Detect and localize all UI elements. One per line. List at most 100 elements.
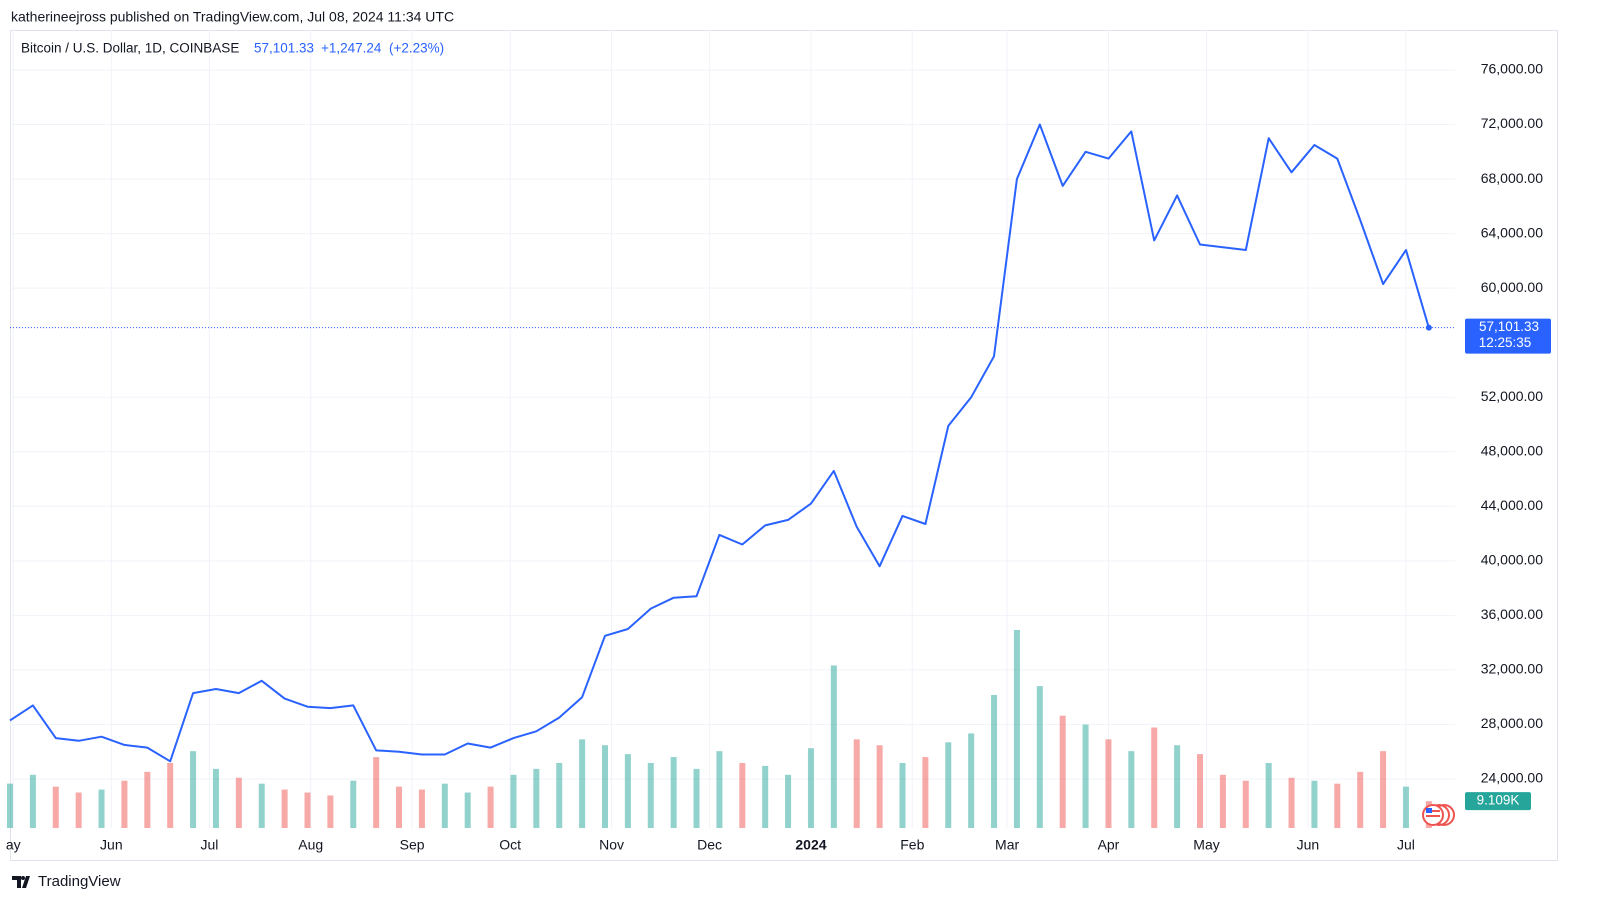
volume-bar: [785, 774, 792, 828]
y-tick-label: 72,000.00: [1481, 115, 1543, 131]
volume-bar: [304, 792, 311, 828]
volume-bar: [121, 780, 128, 828]
volume-bar: [876, 745, 883, 828]
countdown: 12:25:35: [1479, 335, 1532, 350]
x-tick-label: Feb: [900, 837, 924, 853]
volume-bar: [167, 762, 174, 828]
x-tick-label: ay: [6, 837, 21, 853]
volume-bar: [487, 786, 494, 828]
volume-bar: [1357, 771, 1364, 828]
x-tick-label: Sep: [400, 837, 425, 853]
last-point: [1425, 324, 1432, 331]
volume-bar: [98, 789, 105, 828]
change-pct: (+2.23%): [389, 41, 444, 56]
volume-bar: [75, 792, 82, 828]
chart-title: Bitcoin / U.S. Dollar, 1D, COINBASE: [21, 41, 239, 56]
price-tag: [1465, 318, 1551, 354]
volume-bar: [624, 754, 631, 828]
volume-bar: [1265, 762, 1272, 828]
x-tick-label: Mar: [995, 837, 1019, 853]
volume-bar: [1082, 724, 1089, 828]
volume-bar: [1380, 751, 1387, 828]
chart-frame: [10, 30, 1558, 861]
volume-bar: [1311, 780, 1318, 828]
y-tick-label: 48,000.00: [1481, 442, 1543, 458]
volume-bar: [945, 742, 952, 828]
x-tick-label: Oct: [499, 837, 521, 853]
volume-tag-label: 9.109K: [1477, 793, 1520, 808]
volume-bar: [716, 751, 723, 828]
volume-bar: [1402, 786, 1409, 828]
volume-bar: [1334, 783, 1341, 828]
volume-bar: [533, 768, 540, 828]
volume-bar: [556, 762, 563, 828]
last-price: 57,101.33: [254, 41, 314, 56]
volume-bar: [1219, 774, 1226, 828]
x-tick-label: Aug: [298, 837, 323, 853]
volume-tag: [1465, 792, 1531, 811]
volume-bar: [7, 783, 13, 828]
volume-bar: [52, 786, 59, 828]
volume-bar: [670, 757, 677, 828]
volume-bar: [418, 789, 425, 828]
x-tick-label: Jun: [1297, 837, 1320, 853]
volume-bar: [190, 751, 197, 828]
volume-bar: [647, 762, 654, 828]
volume-bar: [464, 792, 471, 828]
volume-bar: [602, 745, 608, 828]
volume-bar: [212, 768, 219, 828]
price-line: [9, 123, 1430, 763]
y-tick-label: 36,000.00: [1481, 606, 1543, 622]
flag-icon: [1422, 804, 1455, 826]
volume-bar: [258, 783, 265, 828]
volume-bar: [396, 786, 403, 828]
x-tick-label: May: [1193, 837, 1219, 853]
x-tick-label: Apr: [1098, 837, 1120, 853]
volume-bar: [968, 733, 975, 828]
volume-bar: [235, 777, 242, 828]
volume-bar: [373, 757, 380, 828]
volume-bar: [1059, 715, 1066, 828]
volume-bar: [1288, 777, 1295, 828]
y-tick-label: 28,000.00: [1481, 715, 1543, 731]
volume-bar: [1197, 754, 1203, 828]
y-tick-label: 40,000.00: [1481, 552, 1543, 568]
volume-bar: [922, 757, 929, 828]
y-tick-label: 44,000.00: [1481, 497, 1543, 513]
volume-bar: [441, 783, 448, 828]
change: +1,247.24: [321, 41, 382, 56]
volume-bar: [1174, 745, 1181, 828]
volume-bar: [830, 665, 837, 828]
volume-bar: [327, 795, 334, 828]
volume-bar: [510, 774, 517, 828]
brand-logo: [12, 876, 30, 888]
published-line: katherineejross published on TradingView…: [11, 9, 454, 25]
y-tick-label: 52,000.00: [1481, 388, 1543, 404]
volume-bar: [739, 762, 746, 828]
volume-bar: [1128, 751, 1135, 828]
volume-bar: [1242, 780, 1249, 828]
y-tick-label: 64,000.00: [1481, 224, 1543, 240]
volume-bar: [899, 762, 906, 828]
volume-bar: [853, 739, 860, 828]
volume-bar: [1036, 686, 1043, 828]
x-tick-label: Jun: [100, 837, 123, 853]
volume-bar: [1105, 739, 1112, 828]
volume-bar: [350, 780, 357, 828]
volume-bar: [807, 748, 814, 828]
x-tick-label: 2024: [795, 837, 826, 853]
x-tick-label: Jul: [1397, 837, 1415, 853]
volume-bar: [579, 739, 586, 828]
volume-bar: [29, 774, 36, 828]
y-tick-label: 68,000.00: [1481, 170, 1543, 186]
y-tick-label: 76,000.00: [1481, 61, 1543, 77]
y-tick-label: 32,000.00: [1481, 661, 1543, 677]
volume-bar: [281, 789, 288, 828]
x-tick-label: Nov: [599, 837, 624, 853]
brand-name: TradingView: [38, 873, 121, 890]
y-tick-label: 24,000.00: [1481, 770, 1543, 786]
volume-bar: [1151, 727, 1158, 828]
volume-bar: [144, 771, 151, 828]
